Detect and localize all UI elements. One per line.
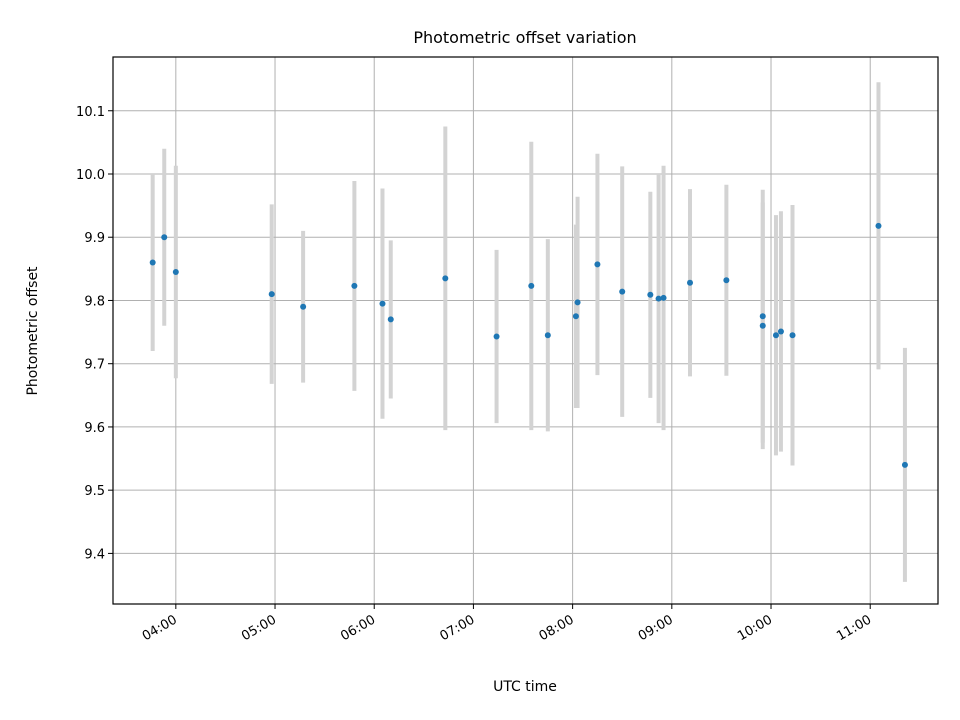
data-point [647, 291, 654, 298]
data-point [777, 328, 784, 335]
data-point [594, 261, 601, 268]
y-tick-label: 9.8 [84, 294, 105, 309]
data-point [687, 279, 694, 286]
y-tick-label: 9.4 [84, 547, 105, 562]
data-point [619, 288, 626, 295]
data-point [544, 332, 551, 339]
chart-title: Photometric offset variation [413, 28, 636, 47]
y-tick-label: 10.0 [76, 168, 105, 183]
data-point [660, 294, 667, 301]
y-tick-label: 9.6 [84, 421, 105, 436]
data-point [875, 222, 882, 229]
data-point [772, 332, 779, 339]
y-tick-label: 9.7 [84, 358, 105, 373]
data-point [655, 295, 662, 302]
data-point [528, 282, 535, 289]
data-point [759, 313, 766, 320]
data-point [442, 275, 449, 282]
data-point [493, 333, 500, 340]
plot-frame [112, 56, 939, 605]
data-points [149, 222, 908, 468]
data-point [351, 282, 358, 289]
data-point [759, 322, 766, 329]
data-point [149, 259, 156, 266]
y-axis-label: Photometric offset [25, 266, 41, 396]
data-point [789, 332, 796, 339]
data-point [161, 234, 168, 241]
data-point [172, 269, 179, 276]
data-point [574, 299, 581, 306]
y-tick-label: 10.1 [76, 105, 105, 120]
data-point [901, 461, 908, 468]
y-axis-ticks: 9.4 9.5 9.6 9.7 9.8 9.9 10.0 10.1 [76, 105, 113, 562]
data-point [379, 300, 386, 307]
y-tick-label: 9.5 [84, 484, 105, 499]
data-point [268, 291, 275, 298]
data-point [387, 316, 394, 323]
data-point [723, 277, 730, 284]
y-tick-label: 9.9 [84, 231, 105, 246]
data-point [572, 313, 579, 320]
x-axis-label: UTC time [493, 679, 557, 695]
grid-lines [113, 57, 938, 604]
data-point [300, 303, 307, 310]
